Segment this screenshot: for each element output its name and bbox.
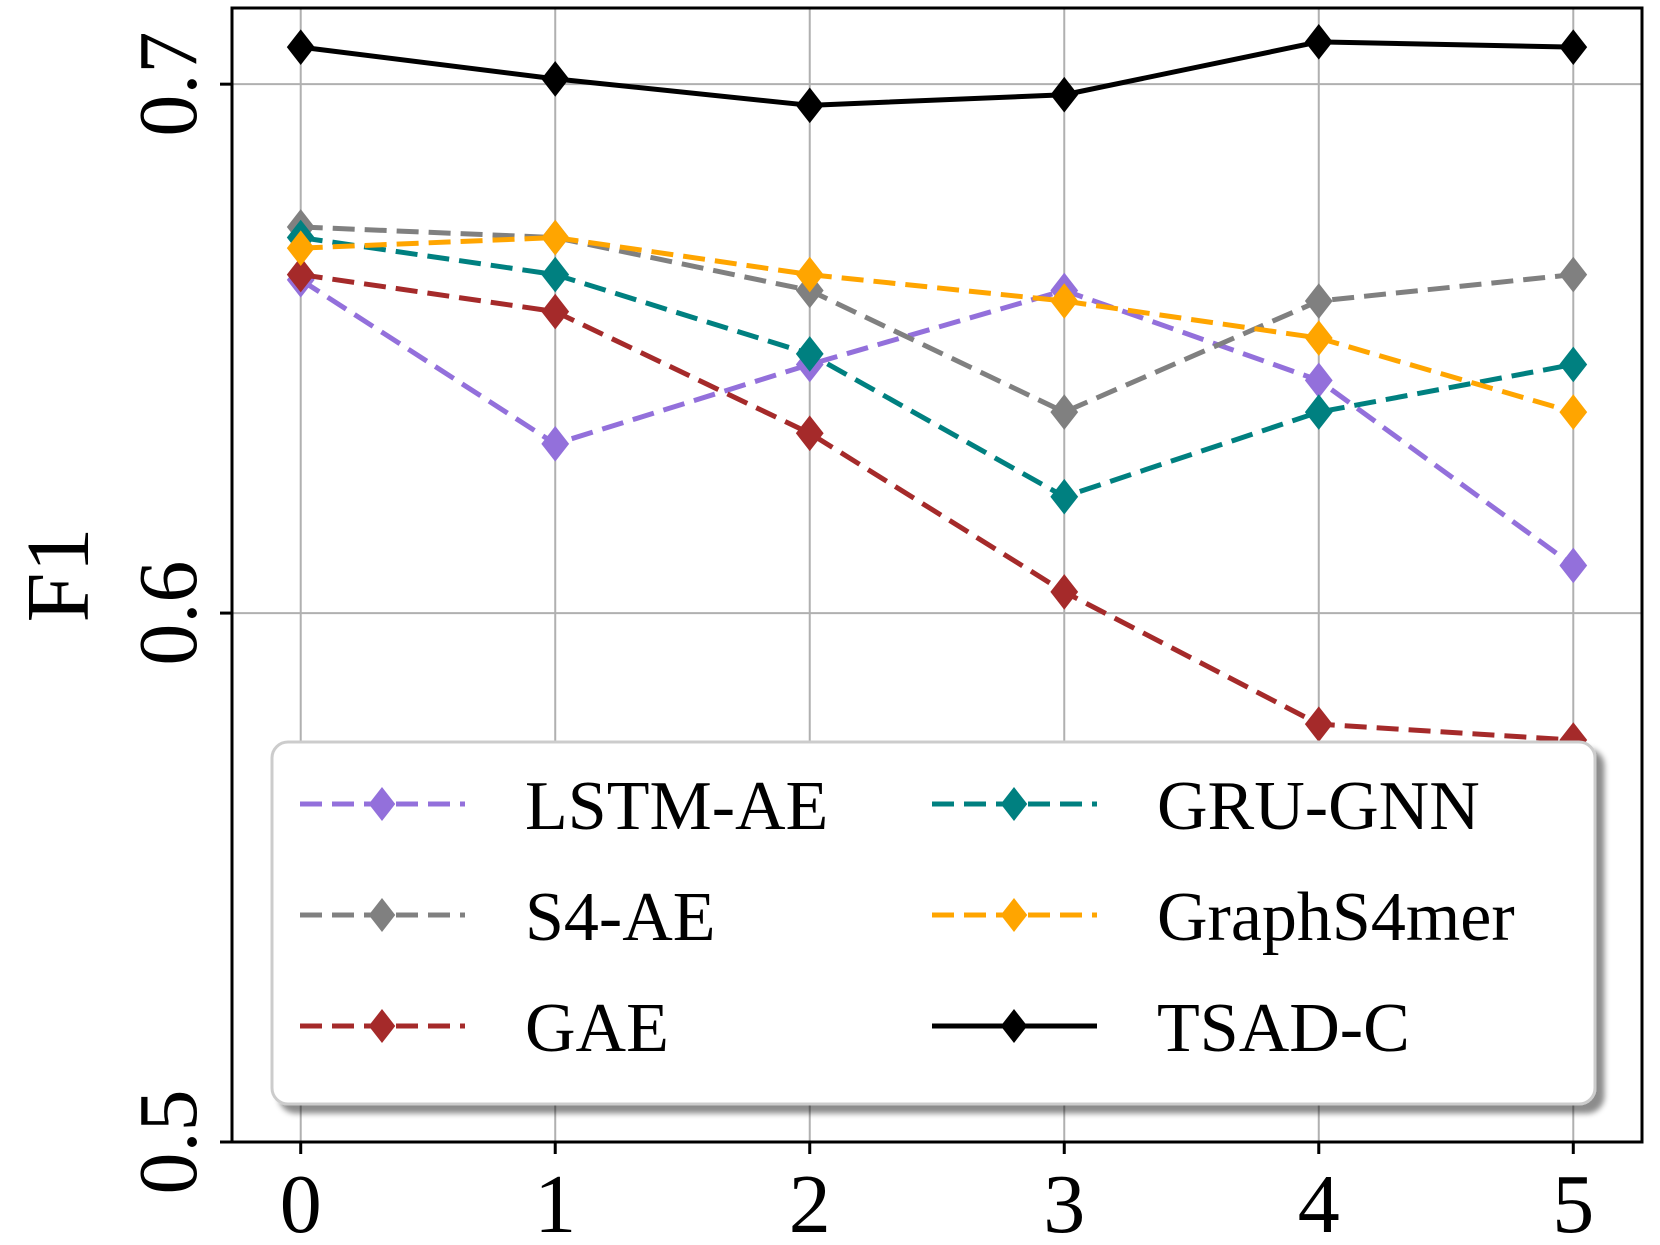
data-point-S4-AE-3 bbox=[1050, 394, 1079, 430]
y-tick-label-0.6: 0.6 bbox=[122, 561, 215, 666]
series-line-LSTM-AE bbox=[299, 277, 1575, 568]
series-TSAD-C bbox=[286, 24, 1588, 124]
legend-box bbox=[270, 740, 1597, 1106]
x-tick-label-5: 5 bbox=[1552, 1158, 1594, 1245]
data-point-GraphS4mer-0 bbox=[286, 230, 315, 266]
legend-label-S4-AE: S4-AE bbox=[525, 879, 716, 956]
data-point-TSAD-C-1 bbox=[541, 61, 570, 97]
x-tick-label-1: 1 bbox=[534, 1158, 576, 1245]
x-tick-label-4: 4 bbox=[1298, 1158, 1340, 1245]
data-point-GRU-GNN-2 bbox=[795, 336, 824, 372]
series-layer bbox=[286, 24, 1588, 758]
legend-entry-S4-AE: S4-AE bbox=[300, 879, 716, 956]
legend-label-GRU-GNN: GRU-GNN bbox=[1157, 768, 1480, 845]
tick-labels: 0 1 2 3 4 5 0.5 0.6 0.7 bbox=[122, 32, 1594, 1245]
series-LSTM-AE bbox=[286, 262, 1588, 584]
legend-label-GAE: GAE bbox=[525, 990, 669, 1067]
legend-marker-GRU-GNN bbox=[1000, 787, 1028, 821]
data-point-LSTM-AE-5 bbox=[1559, 547, 1588, 584]
axes bbox=[220, 6, 1644, 1154]
series-GAE bbox=[286, 256, 1588, 758]
data-point-S4-AE-4 bbox=[1304, 283, 1333, 319]
series-line-GRU-GNN bbox=[300, 235, 1574, 500]
x-tick-label-3: 3 bbox=[1043, 1158, 1085, 1245]
data-point-GRU-GNN-5 bbox=[1559, 346, 1588, 383]
data-point-GraphS4mer-2 bbox=[795, 256, 824, 293]
legend: LSTM-AE S4-AE GAE GRU-GNN GraphS4mer TSAD-C bbox=[270, 740, 1597, 1106]
data-point-TSAD-C-4 bbox=[1304, 24, 1333, 60]
plot-frame bbox=[230, 6, 1644, 1144]
series-line-TSAD-C bbox=[300, 39, 1574, 108]
data-point-GraphS4mer-4 bbox=[1304, 320, 1333, 356]
series-line-GAE bbox=[300, 272, 1574, 743]
series-GRU-GNN bbox=[286, 219, 1588, 515]
legend-label-TSAD-C: TSAD-C bbox=[1157, 990, 1410, 1067]
data-point-GAE-2 bbox=[795, 415, 824, 452]
series-line-S4-AE bbox=[300, 224, 1574, 415]
legend-label-LSTM-AE: LSTM-AE bbox=[525, 768, 828, 845]
data-point-TSAD-C-5 bbox=[1559, 29, 1588, 65]
legend-marker-GraphS4mer bbox=[1000, 898, 1028, 932]
legend-marker-TSAD-C bbox=[1000, 1009, 1028, 1043]
data-point-LSTM-AE-1 bbox=[541, 426, 570, 462]
data-point-TSAD-C-3 bbox=[1050, 76, 1079, 113]
x-tick-label-0: 0 bbox=[280, 1158, 322, 1245]
data-point-GAE-4 bbox=[1304, 706, 1333, 742]
series-GraphS4mer bbox=[286, 219, 1588, 430]
legend-marker-S4-AE bbox=[368, 898, 396, 932]
y-axis-label: F1 bbox=[9, 527, 108, 622]
data-point-LSTM-AE-4 bbox=[1304, 362, 1333, 399]
legend-marker-GAE bbox=[368, 1009, 396, 1043]
data-point-TSAD-C-2 bbox=[795, 87, 824, 124]
data-point-GRU-GNN-4 bbox=[1304, 394, 1333, 430]
legend-entry-GAE: GAE bbox=[300, 990, 669, 1067]
data-point-TSAD-C-0 bbox=[286, 29, 315, 65]
legend-entry-TSAD-C: TSAD-C bbox=[932, 990, 1410, 1067]
legend-label-GraphS4mer: GraphS4mer bbox=[1157, 879, 1515, 956]
series-line-GraphS4mer bbox=[300, 235, 1574, 415]
data-point-GAE-0 bbox=[286, 256, 315, 293]
y-tick-label-0.5: 0.5 bbox=[122, 1090, 215, 1195]
legend-entry-GRU-GNN: GRU-GNN bbox=[932, 768, 1480, 845]
legend-entry-GraphS4mer: GraphS4mer bbox=[932, 879, 1515, 956]
data-point-GraphS4mer-1 bbox=[541, 219, 570, 256]
legend-marker-LSTM-AE bbox=[368, 787, 396, 821]
data-point-GraphS4mer-3 bbox=[1050, 283, 1079, 319]
x-tick-label-2: 2 bbox=[789, 1158, 831, 1245]
data-point-GRU-GNN-1 bbox=[541, 256, 570, 293]
data-point-GraphS4mer-5 bbox=[1559, 394, 1588, 430]
data-point-GAE-3 bbox=[1050, 574, 1079, 610]
data-point-GAE-1 bbox=[541, 293, 570, 330]
data-point-GRU-GNN-3 bbox=[1050, 478, 1079, 515]
legend-entry-LSTM-AE: LSTM-AE bbox=[300, 768, 828, 845]
data-point-S4-AE-5 bbox=[1559, 256, 1588, 293]
y-tick-label-0.7: 0.7 bbox=[122, 32, 215, 137]
